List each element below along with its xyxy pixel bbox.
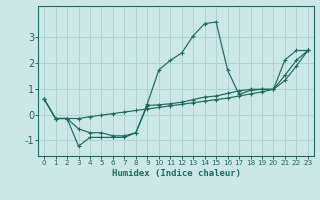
X-axis label: Humidex (Indice chaleur): Humidex (Indice chaleur)	[111, 169, 241, 178]
